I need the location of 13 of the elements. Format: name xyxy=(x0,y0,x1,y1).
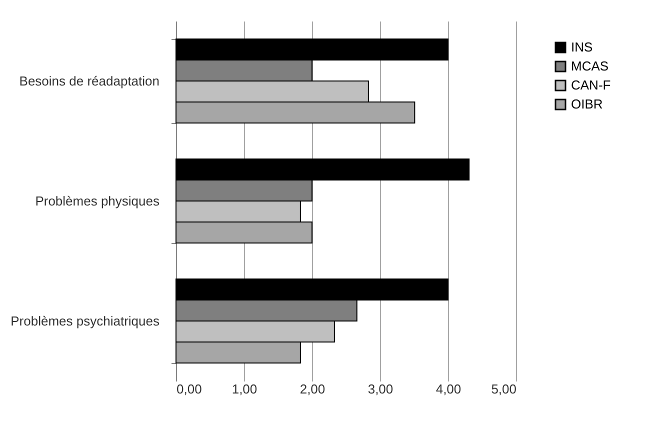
legend-label: CAN-F xyxy=(571,78,611,92)
x-tick-label: 5,00 xyxy=(491,382,516,396)
legend-label: MCAS xyxy=(571,58,609,74)
x-tick-label: 4,00 xyxy=(436,382,462,396)
x-tick-label: 1,00 xyxy=(232,382,258,396)
x-tick-label: 2,00 xyxy=(300,382,326,396)
y-tick-label: Problèmes physiques xyxy=(35,194,160,208)
legend-label: INS xyxy=(571,40,593,54)
y-tick-label: Problèmes psychiatriques xyxy=(10,314,160,328)
x-tick-label: 3,00 xyxy=(368,382,394,396)
x-tick-label: 0,00 xyxy=(176,382,202,396)
y-tick-label: Besoins de réadaptation xyxy=(19,74,160,88)
legend-label: OIBR xyxy=(571,96,603,112)
